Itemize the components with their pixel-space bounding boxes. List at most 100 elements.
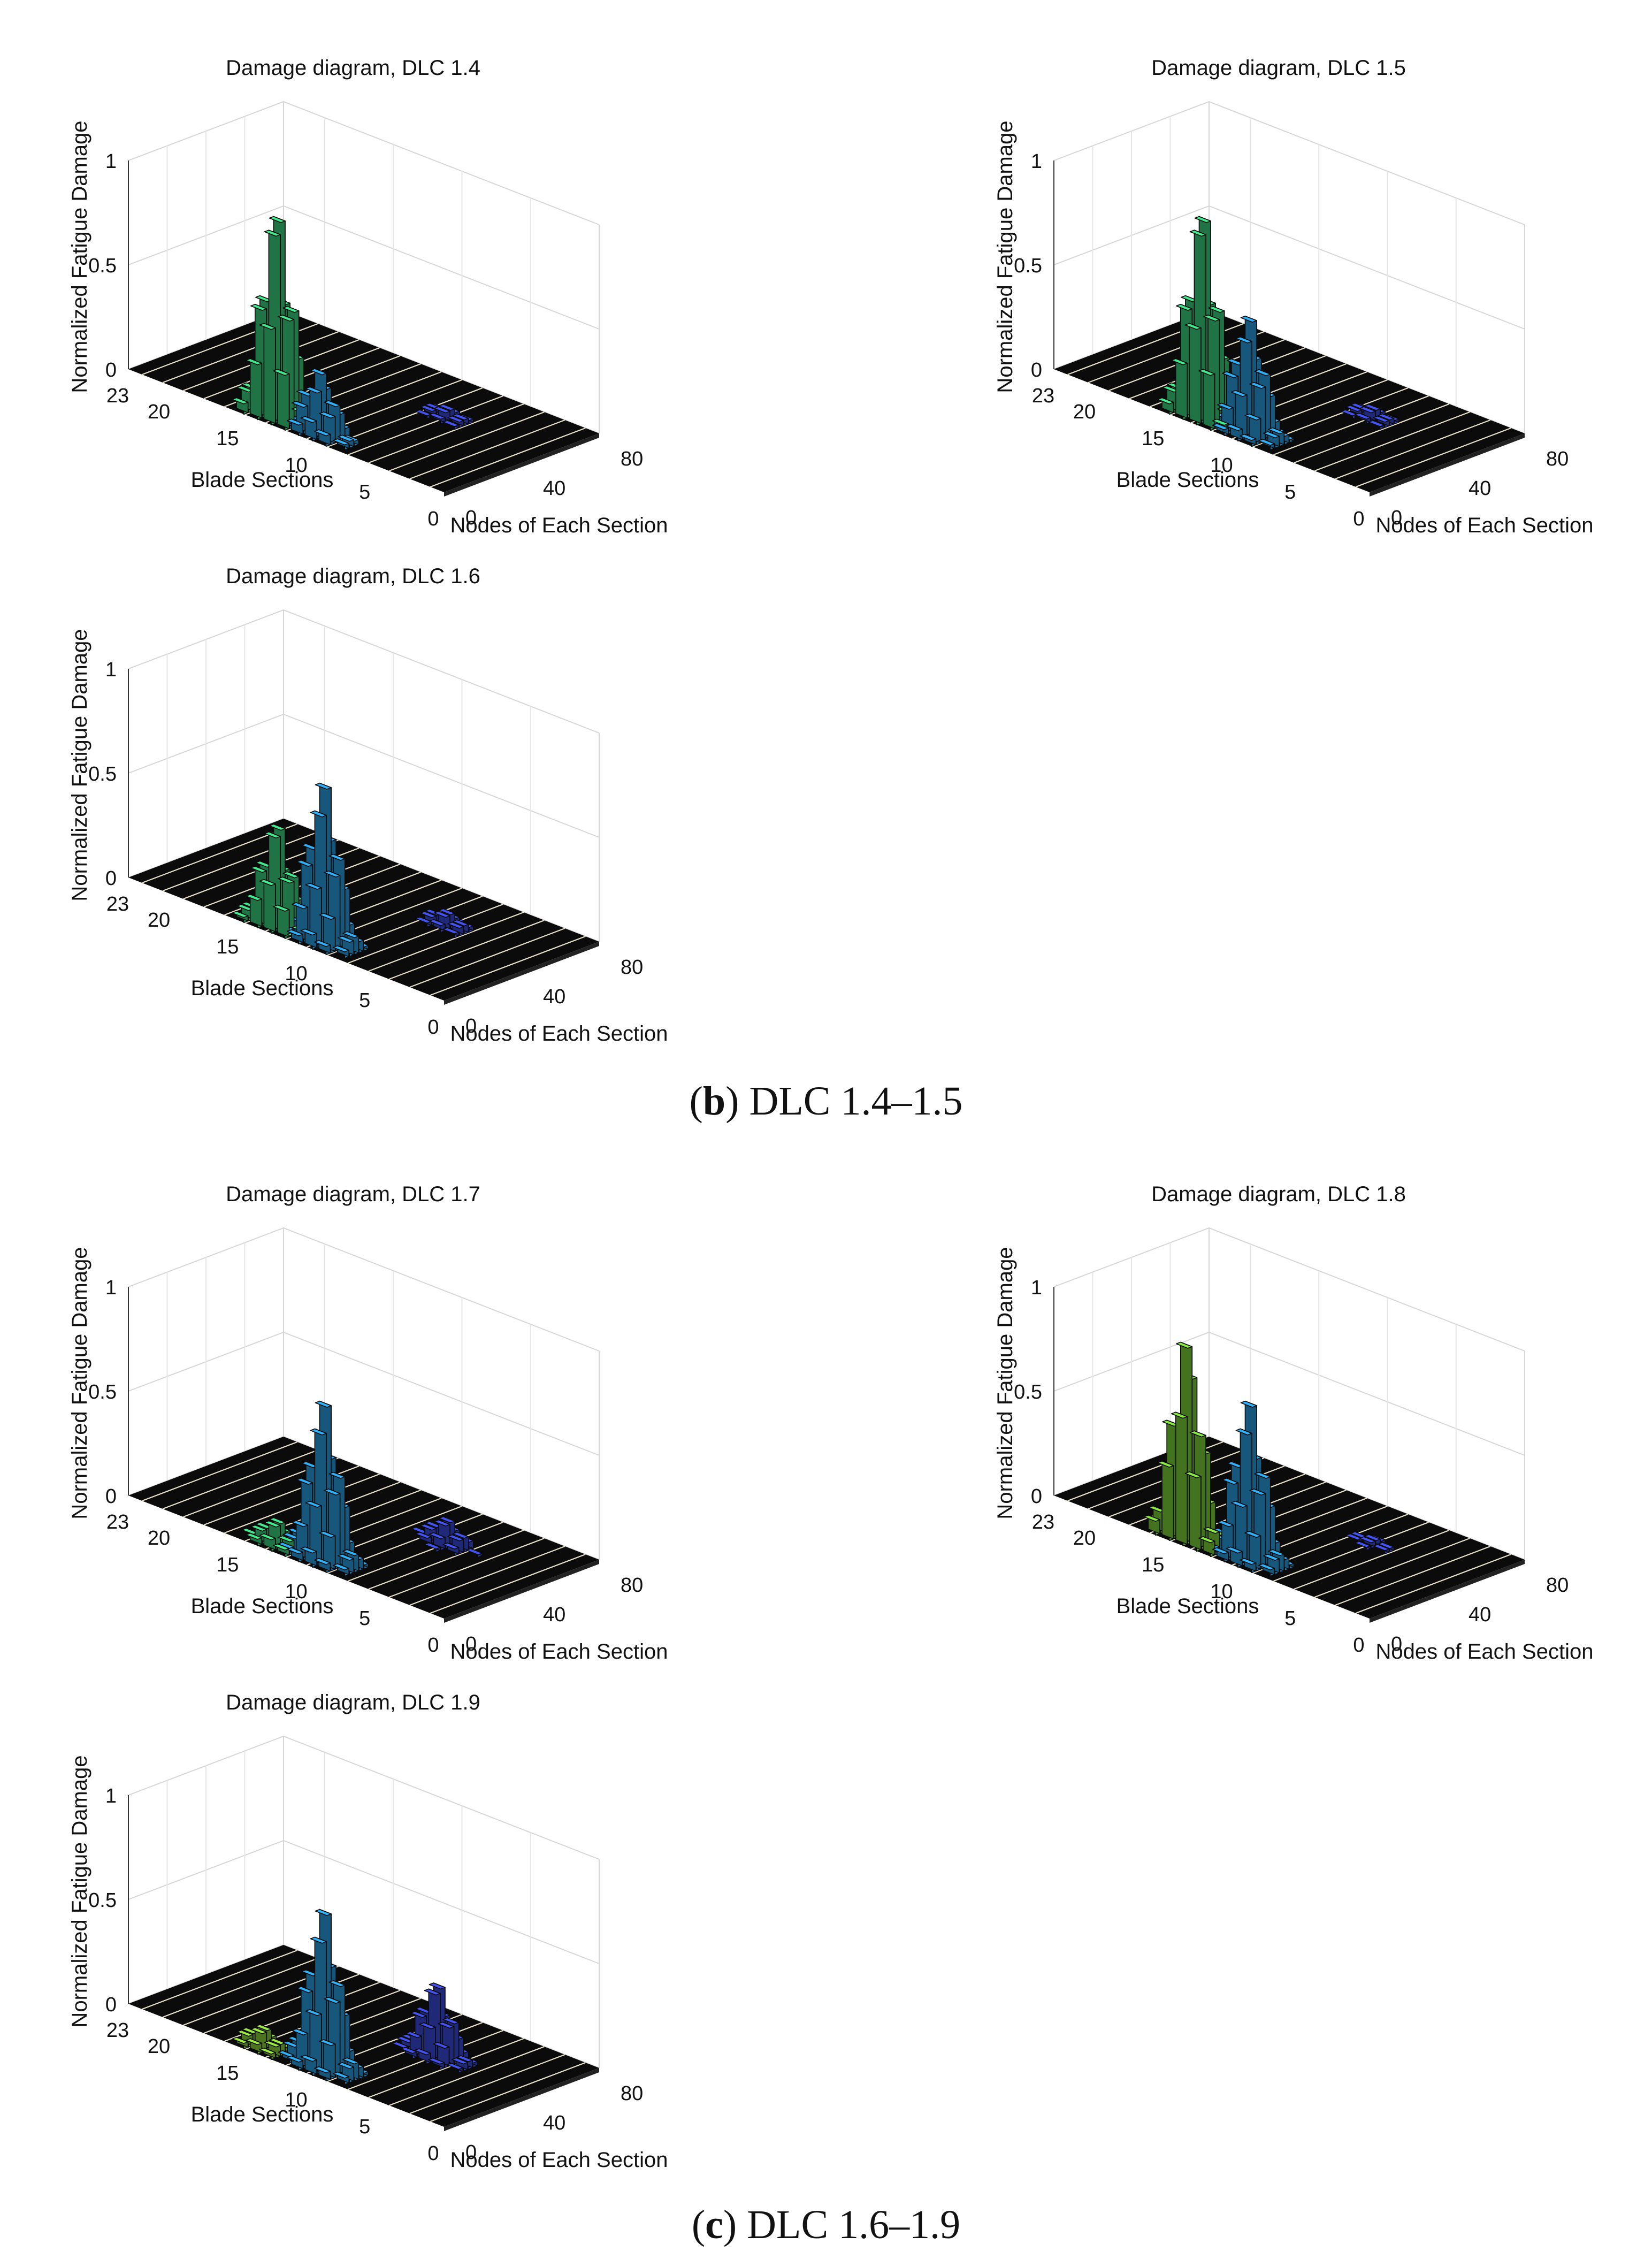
caption-c-letter: c [705,2202,723,2247]
z-tick-label: 1 [105,1277,117,1299]
x-ticks: 0 5 10 15 20 23 [106,385,439,530]
y-tick-label: 0 [465,507,477,529]
bar [314,2066,331,2082]
x-ticks: 0 5 10 15 20 23 [1032,385,1365,530]
bar [1184,323,1202,426]
x-tick-label: 5 [1284,481,1296,503]
x-tick-label: 0 [427,1016,439,1039]
z-ticks: 00.51 [1014,1277,1042,1508]
bar [433,2042,450,2069]
y-tick-label: 0 [1391,1633,1402,1655]
y-axis-label: Nodes of Each Section [1376,514,1594,537]
x-tick-label: 15 [216,428,239,450]
bar [286,2055,304,2071]
x-tick-label: 15 [216,936,239,958]
z-tick-label: 0 [1031,359,1042,381]
x-axis-label: Blade Sections [191,468,334,492]
z-tick-label: 0 [105,867,117,890]
bar [259,2047,276,2060]
bar [245,2038,263,2055]
caption-c-text: DLC 1.6–1.9 [747,2202,961,2247]
z-ticks: 00.51 [1014,150,1042,381]
x-axis-label: Blade Sections [1116,1594,1259,1618]
bar [286,418,304,437]
y-tick-label: 80 [621,956,643,979]
bar [245,358,263,421]
z-axis-label: Normalized Fatigue Damage [68,120,91,393]
bar [259,323,276,426]
z-ticks: 00.51 [88,1277,117,1508]
bar [300,2055,317,2077]
y-tick-label: 80 [621,448,643,470]
bar [446,2063,463,2074]
x-tick-label: 23 [106,1511,129,1533]
bar [1368,420,1385,430]
bars [241,1400,483,1577]
bar [1267,1549,1285,1573]
y-tick-label: 40 [543,477,565,500]
y-tick-label: 40 [543,2112,565,2134]
bar [314,1558,331,1574]
bar [414,2048,431,2065]
x-tick-label: 0 [1353,508,1364,530]
bar [429,1532,446,1551]
caption-b: (b) DLC 1.4–1.5 [689,1079,963,1124]
bar [1212,423,1229,437]
x-tick-label: 20 [1073,401,1096,423]
bars [232,216,474,451]
chart-title: Damage diagram, DLC 1.8 [1151,1182,1406,1206]
chart-dlc-1-9: 0 0.5 1 0 5 10 15 20 23 0 40 80 Damage diagram, DLC … [53,1677,792,2202]
y-tick-label: 0 [1391,507,1402,529]
x-tick-label: 23 [1032,1511,1054,1533]
x-axis-label: Blade Sections [191,1594,334,1618]
bar [286,1547,304,1563]
bars [1143,1341,1395,1577]
bar [1378,1541,1395,1553]
chart-title: Damage diagram, DLC 1.7 [226,1182,480,1206]
y-tick-label: 0 [465,2141,477,2164]
bar [1345,1533,1363,1544]
z-axis-label: Normalized Fatigue Damage [68,1755,91,2027]
bar [319,1531,336,1571]
bar [259,1533,276,1552]
x-axis-label: Blade Sections [1116,468,1259,492]
bar [278,876,295,937]
bar [1198,369,1215,431]
bar [442,927,460,938]
axes-walls [128,101,600,434]
x-tick-label: 15 [216,1554,239,1576]
y-tick-label: 40 [543,1604,565,1626]
bar [314,940,331,956]
x-tick-label: 10 [285,454,307,477]
y-tick-label: 40 [1469,1604,1491,1626]
bar [245,1532,263,1547]
x-tick-label: 23 [106,385,129,407]
bar [1373,415,1390,428]
chart-dlc-1-6: 0 0.5 1 0 5 10 15 20 23 0 40 80 Damage diagram, DLC … [53,551,792,1075]
bar [1240,1558,1257,1574]
bar [273,369,290,431]
x-tick-label: 20 [1073,1527,1096,1550]
z-tick-label: 0 [105,1994,117,2016]
z-tick-label: 0 [105,1485,117,1508]
bar [300,416,317,442]
x-ticks: 0 5 10 15 20 23 [106,893,439,1039]
bar [1171,358,1188,421]
z-ticks: 00.51 [88,659,117,890]
bar [1157,1460,1174,1541]
x-tick-label: 10 [285,2089,307,2111]
bar [428,2057,445,2070]
x-tick-label: 5 [359,1607,370,1630]
bar [332,945,350,959]
z-axis-label: Normalized Fatigue Damage [68,629,91,901]
bar [466,1548,483,1558]
axes-walls [128,609,600,942]
bar [1354,1540,1371,1551]
chart-title: Damage diagram, DLC 1.6 [226,564,480,588]
bar [1258,438,1275,451]
x-ticks: 0 5 10 15 20 23 [1032,1511,1365,1657]
